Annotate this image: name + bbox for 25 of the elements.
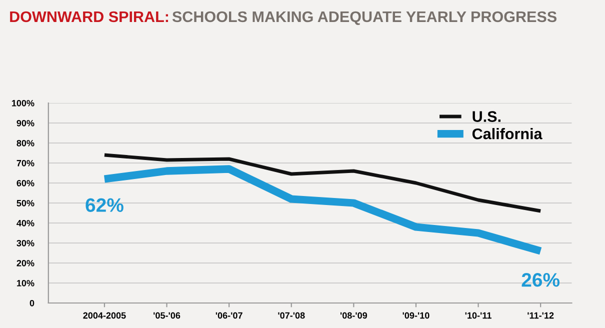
- x-tick-label: '09-'10: [402, 312, 430, 319]
- y-tick-label: 50%: [16, 200, 34, 206]
- legend-label: U.S.: [472, 111, 500, 122]
- y-tick-label: 10%: [17, 280, 34, 286]
- chart-subtitle: SCHOOLS MAKING ADEQUATE YEARLY PROGRESS: [172, 11, 556, 25]
- x-tick-label: '08-'09: [340, 312, 368, 319]
- y-tick-label: 20%: [16, 260, 34, 266]
- legend-label: California: [472, 128, 542, 140]
- y-tick-label: 100%: [12, 100, 34, 106]
- annotation: 62%: [86, 198, 124, 212]
- chart-title: DOWNWARD SPIRAL:: [10, 11, 168, 22]
- x-tick-label: '07-'08: [278, 312, 305, 319]
- y-tick-label: 90%: [16, 120, 34, 126]
- x-tick-label: 2004-2005: [83, 312, 126, 319]
- y-tick-label: 0: [30, 300, 34, 306]
- x-tick-label: '05-'06: [154, 312, 180, 319]
- x-tick-label: '10-'11: [465, 312, 492, 319]
- y-tick-label: 60%: [16, 180, 34, 186]
- y-tick-label: 70%: [16, 160, 34, 166]
- y-tick-label: 40%: [16, 220, 34, 226]
- x-tick-label: '11-'12: [528, 312, 554, 319]
- annotation: 26%: [522, 273, 560, 287]
- y-tick-label: 30%: [16, 240, 34, 246]
- x-tick-label: '06-'07: [216, 312, 242, 319]
- y-tick-label: 80%: [16, 140, 34, 146]
